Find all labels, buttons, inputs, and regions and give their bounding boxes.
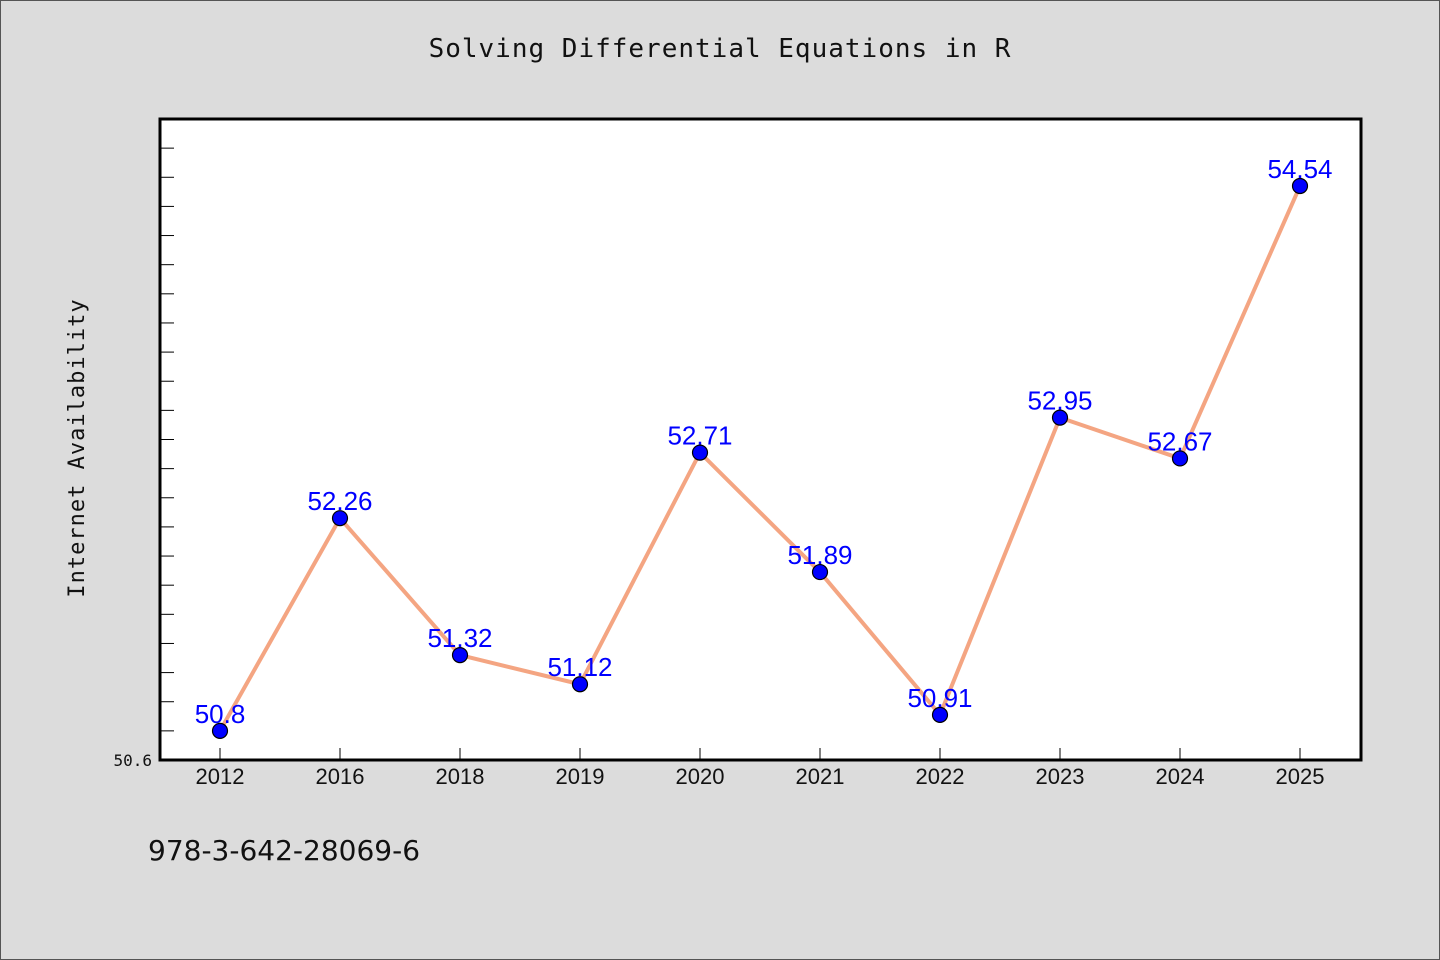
y-tick-label: 50.6 <box>113 751 152 770</box>
data-label: 52.95 <box>1027 386 1092 416</box>
x-tick-label: 2023 <box>1036 764 1085 789</box>
data-point <box>1291 177 1309 195</box>
x-tick-label: 2025 <box>1276 764 1325 789</box>
data-label: 51.12 <box>547 652 612 682</box>
data-point <box>811 563 829 581</box>
data-point <box>931 706 949 723</box>
data-point <box>451 647 469 664</box>
data-labels: 50.8 52.26 51.32 51.12 52.71 51.89 50.91 52.95 5… <box>195 154 1333 729</box>
chart-title: Solving Differential Equations in R <box>428 34 1012 64</box>
isbn-text: 978-3-642-28069-6 <box>148 834 421 867</box>
x-tick-label: 2019 <box>556 764 605 789</box>
data-label: 51.89 <box>787 540 852 570</box>
data-label: 50.91 <box>907 683 972 713</box>
x-axis-ticks <box>219 748 1301 760</box>
data-point <box>1051 409 1069 426</box>
x-tick-label: 2021 <box>796 764 845 789</box>
x-tick-label: 2016 <box>316 764 365 789</box>
y-axis-ticks <box>160 147 174 732</box>
data-label: 52.71 <box>667 421 732 451</box>
data-point <box>331 510 349 527</box>
x-tick-label: 2012 <box>196 764 245 789</box>
x-tick-label: 2024 <box>1156 764 1205 789</box>
series-line <box>218 185 1302 732</box>
x-tick-labels: 2012 2016 2018 2019 2020 2021 2022 2023 2024 2025 <box>196 764 1325 789</box>
data-label: 50.8 <box>195 699 246 729</box>
x-tick-label: 2020 <box>676 764 725 789</box>
data-point <box>571 676 589 693</box>
data-point <box>211 722 229 739</box>
data-label: 52.26 <box>307 486 372 516</box>
data-label: 52.67 <box>1147 426 1212 456</box>
series-markers <box>211 177 1309 739</box>
y-axis-label: Internet Availability <box>65 298 90 597</box>
data-point <box>691 444 709 461</box>
data-label: 54.54 <box>1267 154 1332 184</box>
x-tick-label: 2022 <box>916 764 965 789</box>
plot-area <box>158 117 1363 762</box>
data-label: 51.32 <box>427 623 492 653</box>
data-point <box>1171 450 1189 467</box>
x-tick-label: 2018 <box>436 764 485 789</box>
